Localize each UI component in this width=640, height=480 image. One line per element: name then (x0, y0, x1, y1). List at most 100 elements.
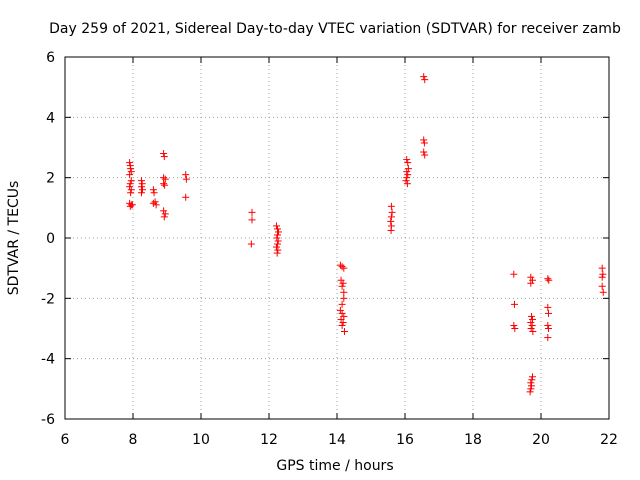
data-point (527, 318, 535, 326)
data-point (527, 379, 535, 387)
data-point (598, 273, 606, 281)
data-point (138, 180, 146, 188)
data-point (273, 234, 281, 242)
data-point (160, 153, 168, 161)
x-axis-label: GPS time / hours (276, 458, 393, 474)
y-tick-label: 2 (46, 171, 55, 187)
data-point (339, 279, 347, 287)
data-point (275, 228, 283, 236)
data-point (340, 328, 348, 336)
data-point (182, 171, 190, 179)
data-point (545, 276, 553, 284)
data-point (127, 186, 135, 194)
data-point (544, 275, 552, 283)
data-point (403, 156, 411, 164)
y-axis-label: SDTVAR / TECUs (6, 181, 22, 296)
data-point (387, 213, 395, 221)
data-point (387, 226, 395, 234)
x-tick-label: 14 (328, 432, 346, 448)
x-tick-label: 10 (192, 432, 210, 448)
data-point (510, 270, 518, 278)
data-point (529, 373, 536, 381)
data-point (404, 165, 412, 173)
data-point (388, 208, 396, 216)
data-points (126, 73, 607, 396)
data-point (527, 273, 535, 281)
data-point (150, 189, 158, 197)
x-tick-labels: 6 8 10 12 14 16 18 20 22 (61, 432, 618, 448)
data-point (527, 325, 535, 332)
data-point (527, 385, 535, 393)
data-point (544, 325, 552, 332)
axis-ticks (64, 56, 610, 420)
data-point (126, 180, 134, 188)
y-tick-labels: -6 -4 -2 0 2 4 6 (41, 50, 55, 428)
data-point (139, 186, 147, 194)
data-point (338, 321, 346, 329)
data-point (338, 309, 346, 317)
data-point (339, 318, 347, 326)
data-point (544, 334, 552, 342)
data-point (126, 202, 134, 210)
data-point (529, 276, 536, 284)
data-point (274, 231, 281, 239)
data-point (161, 175, 169, 183)
data-point (272, 222, 280, 230)
data-point (403, 180, 411, 188)
data-point (248, 208, 256, 216)
data-point (161, 210, 169, 218)
data-point (336, 306, 344, 314)
data-point (160, 213, 168, 221)
data-point (529, 315, 536, 323)
data-point (340, 294, 348, 302)
x-tick-label: 12 (260, 432, 278, 448)
data-point (598, 264, 606, 272)
data-point (272, 243, 280, 251)
data-point (151, 198, 159, 206)
data-point (273, 249, 281, 257)
data-point (421, 151, 429, 159)
data-point (126, 183, 134, 191)
x-tick-label: 8 (129, 432, 138, 448)
data-point (274, 246, 282, 254)
x-tick-label: 6 (61, 432, 70, 448)
data-point (527, 312, 535, 320)
data-point (404, 159, 412, 167)
data-point (403, 174, 411, 182)
data-point (420, 73, 428, 81)
data-point (544, 309, 552, 317)
data-point (528, 321, 536, 329)
x-tick-label: 16 (396, 432, 414, 448)
data-point (420, 148, 428, 156)
data-point (127, 168, 135, 176)
data-point (274, 225, 281, 233)
data-point (338, 282, 346, 290)
chart-title: Day 259 of 2021, Sidereal Day-to-day VTE… (49, 21, 621, 37)
data-point (420, 139, 428, 147)
data-point (274, 240, 281, 248)
y-tick-label: 4 (46, 110, 55, 126)
data-point (138, 177, 145, 185)
data-point (529, 328, 537, 336)
data-point (161, 181, 169, 189)
data-point (138, 183, 145, 191)
data-point (247, 240, 255, 248)
data-point (274, 237, 282, 245)
data-point (340, 264, 348, 272)
data-point (599, 288, 607, 296)
y-tick-label: 6 (46, 50, 55, 66)
y-tick-label: -6 (41, 412, 55, 428)
data-point (511, 325, 519, 332)
data-point (126, 171, 134, 179)
data-point (403, 168, 411, 176)
data-point (421, 76, 429, 84)
data-point (338, 263, 346, 271)
data-point (126, 159, 134, 167)
data-point (387, 217, 395, 225)
data-point (149, 186, 157, 194)
data-point (387, 202, 395, 210)
data-point (160, 150, 168, 158)
data-point (127, 165, 135, 173)
data-point (420, 136, 428, 144)
